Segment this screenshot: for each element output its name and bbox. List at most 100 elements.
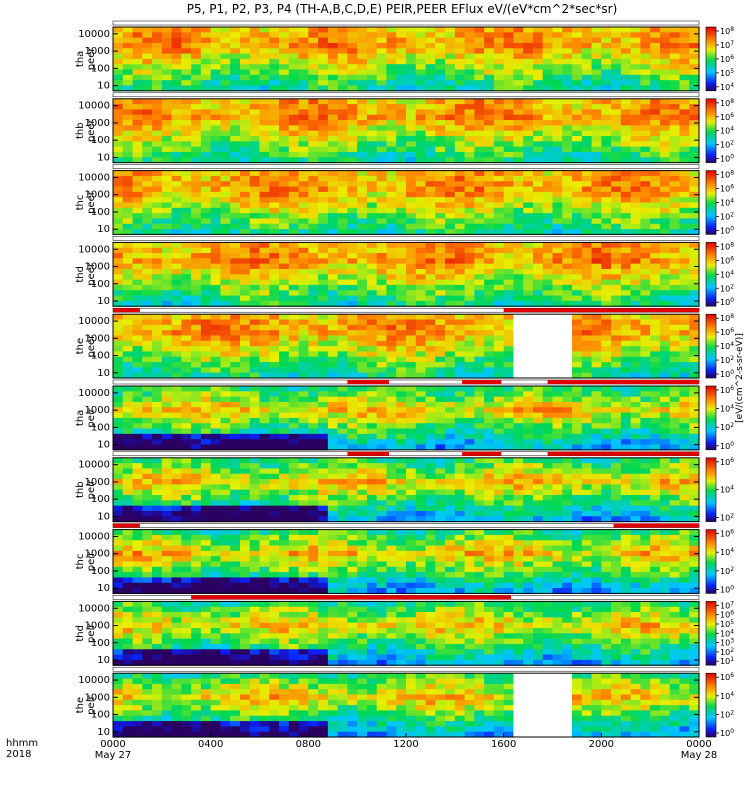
panel-frame — [112, 529, 700, 594]
y-tick-label: 10 — [97, 583, 110, 594]
flag-bar — [112, 666, 700, 672]
panel-thb-peir: 10000 1000 100 10 thb peir 106 104 102 — [75, 451, 734, 523]
colorbar: 108 106 104 102 100 — [705, 98, 734, 164]
panel-species-label: peer — [86, 190, 97, 214]
y-tick-label: 10 — [97, 511, 110, 522]
y-tick-label: 10000 — [78, 603, 110, 614]
colorbar-tick-label: 102 — [720, 647, 734, 657]
y-tick-label: 100 — [91, 135, 110, 146]
colorbar-tick-label: 104 — [720, 404, 734, 414]
y-tick-label: 100 — [91, 63, 110, 74]
colorbar-tick-label: 106 — [720, 385, 734, 395]
flag-segment — [113, 523, 140, 528]
y-tick-label: 1000 — [85, 46, 110, 57]
panel-thd-peir: 10000 1000 100 10 thd peir 1071061051041031021… — [75, 595, 734, 666]
spectrogram-cells — [113, 27, 700, 92]
y-tick-label: 100 — [91, 207, 110, 218]
colorbar-tick-label: 104 — [720, 628, 734, 638]
y-tick-label: 1000 — [85, 477, 110, 488]
colorbar-tick-label: 104 — [720, 691, 734, 701]
panel-species-label: peir — [86, 623, 97, 643]
colorbar-tick-label: 104 — [720, 485, 734, 495]
colorbar-tick-label: 104 — [720, 269, 734, 279]
flag-bar — [112, 92, 700, 98]
colorbar-tick-label: 106 — [720, 112, 734, 122]
colorbar-tick-label: 104 — [720, 126, 734, 136]
panel-probe-label: tha — [75, 410, 86, 426]
colorbar-tick-label: 101 — [720, 656, 734, 666]
colorbar: 106 104 102 100 — [705, 529, 734, 594]
colorbar-tick-label: 106 — [720, 54, 734, 64]
x-tick-label: 1200 — [393, 739, 418, 750]
colorbar-tick-label: 105 — [720, 619, 734, 629]
spectrogram-cells — [113, 242, 700, 307]
y-tick-label: 1000 — [85, 405, 110, 416]
colorbar-tick-label: 106 — [720, 529, 734, 539]
flag-bar — [112, 20, 700, 26]
panel-frame — [112, 241, 700, 307]
x-tick-label: 1600 — [491, 739, 516, 750]
colorbar-tick-label: 104 — [720, 198, 734, 208]
panel-tha-peir: 10000 1000 100 10 tha peir 106 104 102 100 — [75, 379, 734, 451]
y-tick-label: 10 — [97, 81, 110, 92]
flag-segment — [547, 380, 699, 384]
colorbar: 106 104 102 100 — [705, 672, 734, 738]
y-tick-label: 10 — [97, 152, 110, 163]
colorbar-tick-label: 104 — [720, 547, 734, 557]
panel-species-label: peer — [86, 47, 97, 71]
panel-the-peer: 10000 1000 100 10 the peer 108 106 104 102 100 — [75, 307, 734, 379]
panel-thc-peir: 10000 1000 100 10 thc peir 106 104 102 100 — [75, 523, 734, 594]
colorbar-tick-label: 106 — [720, 255, 734, 265]
y-tick-label: 100 — [91, 494, 110, 505]
chart-title: P5, P1, P2, P3, P4 (TH-A,B,C,D,E) PEIR,P… — [187, 2, 618, 16]
colorbar-tick-label: 100 — [720, 369, 734, 379]
colorbar-tick-label: 102 — [720, 140, 734, 150]
y-tick-label: 10000 — [78, 316, 110, 327]
colorbar: 108 106 104 102 100 — [705, 313, 734, 379]
colorbar-tick-label: 104 — [720, 341, 734, 351]
spectrogram-cells — [113, 386, 700, 451]
colorbar-tick-label: 100 — [720, 154, 734, 164]
y-tick-label: 10000 — [78, 388, 110, 399]
panel-frame — [112, 385, 700, 451]
x-axis-label: hhmm — [6, 738, 38, 749]
y-tick-label: 10 — [97, 368, 110, 379]
panel-species-label: peer — [86, 334, 97, 358]
colorbar-tick-label: 107 — [720, 40, 734, 50]
y-tick-label: 10000 — [78, 460, 110, 471]
colorbar-tick-label: 106 — [720, 327, 734, 337]
y-tick-label: 1000 — [85, 333, 110, 344]
panel-frame — [112, 170, 700, 235]
colorbar-tick-label: 106 — [720, 184, 734, 194]
flag-segment — [462, 451, 502, 456]
panel-frame — [112, 457, 700, 523]
spectrogram-cells — [113, 673, 700, 738]
x-tick-label: 0000 — [686, 739, 711, 750]
spectrogram-cells — [113, 170, 700, 235]
y-tick-label: 10 — [97, 727, 110, 738]
colorbar-units-label: [eV/(cm^2-s-sr-eV)] — [735, 333, 745, 423]
colorbar-tick-label: 106 — [720, 610, 734, 620]
colorbar-tick-label: 108 — [720, 98, 734, 108]
panel-thd-peer: 10000 1000 100 10 thd peer 108 106 104 102 100 — [75, 236, 734, 307]
y-tick-label: 1000 — [85, 190, 110, 201]
y-tick-label: 100 — [91, 638, 110, 649]
flag-bar — [112, 236, 700, 241]
flag-bar — [112, 523, 700, 528]
panel-frame — [112, 98, 700, 164]
colorbar-tick-label: 108 — [720, 26, 734, 36]
panel-frame — [112, 600, 700, 666]
panel-probe-label: tha — [75, 51, 86, 67]
flag-segment — [347, 380, 389, 384]
x-tick-date: May 27 — [95, 750, 132, 761]
colorbar-tick-label: 103 — [720, 638, 734, 648]
colorbar-tick-label: 102 — [720, 355, 734, 365]
flag-segment — [613, 523, 699, 528]
colorbar-tick-label: 106 — [720, 672, 734, 682]
panel-frame — [112, 26, 700, 92]
colorbar-tick-label: 104 — [720, 82, 734, 92]
colorbar-tick-label: 108 — [720, 241, 734, 251]
colorbar-tick-label: 102 — [720, 283, 734, 293]
